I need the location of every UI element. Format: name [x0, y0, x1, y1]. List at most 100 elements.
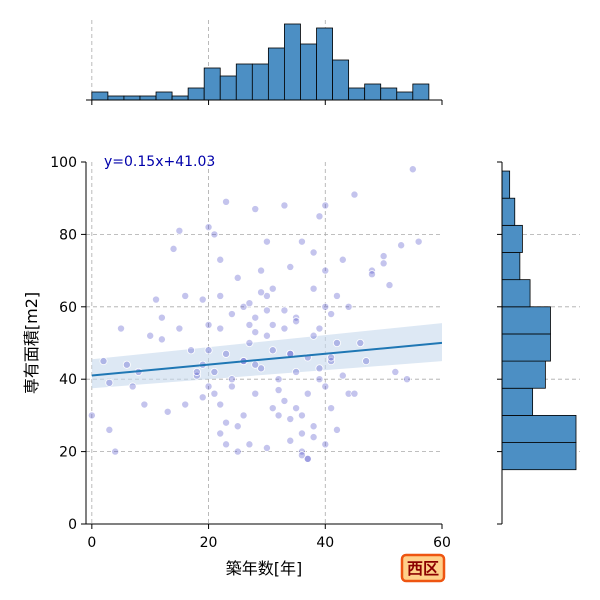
scatter-point-63 [315, 375, 324, 384]
x-marginal-bar-18 [380, 87, 398, 101]
scatter-point-91 [321, 302, 330, 311]
scatter-point-46 [268, 284, 277, 293]
y-tick-label-5: 100 [50, 155, 77, 171]
y-marginal-bar-2 [501, 387, 534, 416]
scatter-point-86 [233, 447, 242, 456]
scatter-panel: 0 20 40 60 0 20 40 60 80 100 y=0.15x+41.03 [50, 154, 451, 551]
scatter-point-80 [391, 367, 400, 376]
x-tick-label-1: 20 [200, 535, 218, 551]
x-marginal-bar-20 [412, 83, 430, 101]
scatter-point-10 [157, 335, 166, 344]
region-badge: 西区 [400, 553, 446, 583]
x-marginal-bar-16 [348, 87, 366, 101]
scatter-point-30 [227, 382, 236, 391]
scatter-point-111 [251, 313, 260, 322]
scatter-point-88 [268, 320, 277, 329]
y-tick-label-0: 0 [68, 517, 77, 533]
y-marginal-bar-1 [501, 414, 577, 443]
main-gridlines [86, 162, 442, 524]
scatter-point-103 [227, 375, 236, 384]
scatter-point-75 [356, 338, 365, 347]
y-tick-label-1: 20 [59, 445, 77, 461]
scatter-point-76 [362, 357, 371, 366]
scatter-point-2 [105, 378, 114, 387]
x-tick-label-2: 40 [316, 535, 334, 551]
scatter-point-13 [175, 226, 184, 235]
x-marginal-bar-3 [139, 95, 157, 101]
y-axis-label: 専有面積[m2] [22, 292, 41, 394]
scatter-point-134 [251, 360, 260, 369]
x-axis-ticks: 0 20 40 60 [87, 524, 451, 551]
scatter-point-114 [332, 425, 341, 434]
scatter-point-48 [274, 375, 283, 384]
scatter-point-93 [245, 299, 254, 308]
scatter-point-98 [262, 291, 271, 300]
scatter-point-50 [280, 324, 289, 333]
x-marginal-bar-8 [219, 75, 237, 101]
scatter-point-122 [128, 382, 137, 391]
scatter-point-37 [245, 320, 254, 329]
scatter-point-94 [280, 306, 289, 315]
scatter-point-100 [309, 433, 318, 442]
scatter-point-3 [111, 447, 120, 456]
scatter-point-61 [309, 422, 318, 431]
scatter-point-59 [303, 389, 312, 398]
scatter-point-43 [262, 443, 271, 452]
scatter-point-101 [192, 367, 201, 376]
scatter-points [87, 165, 423, 463]
scatter-point-18 [198, 393, 207, 402]
scatter-point-67 [321, 201, 330, 210]
scatter-point-5 [122, 360, 131, 369]
scatter-point-23 [210, 367, 219, 376]
x-axis-label: 築年数[年] [226, 559, 303, 578]
x-marginal-bar-11 [267, 47, 285, 101]
scatter-point-125 [245, 338, 254, 347]
x-marginal-bar-15 [332, 59, 350, 101]
scatter-point-87 [251, 328, 260, 337]
scatter-point-128 [338, 255, 347, 264]
scatter-point-105 [274, 386, 283, 395]
scatter-point-65 [321, 440, 330, 449]
scatter-point-22 [204, 223, 213, 232]
y-marginal-bar-7 [501, 252, 521, 281]
scatter-point-45 [268, 346, 277, 355]
scatter-point-73 [344, 389, 353, 398]
y-tick-label-2: 40 [59, 372, 77, 388]
scatter-point-106 [297, 429, 306, 438]
scatter-point-109 [367, 270, 376, 279]
scatter-point-60 [309, 284, 318, 293]
x-marginal-ticks [91, 100, 443, 105]
regression-confidence-band [91, 323, 442, 389]
regression-equation-label: y=0.15x+41.03 [104, 154, 215, 170]
scatter-point-32 [233, 273, 242, 282]
scatter-point-4 [117, 324, 126, 333]
scatter-point-110 [204, 346, 213, 355]
y-marginal-bar-4 [501, 333, 551, 362]
scatter-point-79 [385, 281, 394, 290]
scatter-point-38 [251, 389, 260, 398]
scatter-point-1 [99, 357, 108, 366]
scatter-point-47 [274, 411, 283, 420]
y-tick-label-3: 60 [59, 300, 77, 316]
regression-line [91, 341, 442, 377]
scatter-point-102 [210, 389, 219, 398]
y-marginal-bar-0 [501, 442, 577, 471]
scatter-point-124 [175, 324, 184, 333]
x-marginal-bar-17 [364, 83, 382, 101]
x-marginal-bar-1 [107, 95, 125, 101]
scatter-point-54 [292, 367, 301, 376]
scatter-point-113 [315, 324, 324, 333]
scatter-point-36 [245, 440, 254, 449]
scatter-point-42 [262, 331, 271, 340]
scatter-point-70 [332, 338, 341, 347]
y-marginal-bars [501, 170, 577, 471]
scatter-point-33 [233, 422, 242, 431]
scatter-point-120 [379, 259, 388, 268]
scatter-point-82 [402, 375, 411, 384]
y-marginal-bar-8 [501, 224, 523, 253]
scatter-point-135 [297, 411, 306, 420]
x-tick-label-3: 60 [433, 535, 451, 551]
scatter-point-24 [210, 230, 219, 239]
scatter-point-52 [286, 262, 295, 271]
scatter-point-130 [262, 306, 271, 315]
